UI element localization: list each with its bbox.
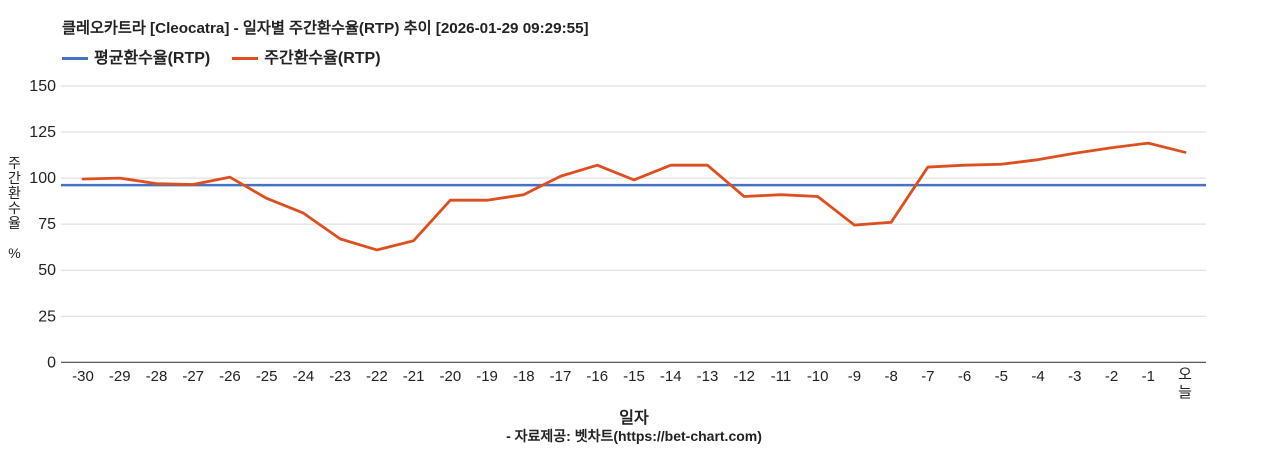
- svg-text:25: 25: [38, 308, 56, 325]
- svg-text:-16: -16: [586, 368, 608, 385]
- svg-text:-8: -8: [884, 368, 897, 385]
- svg-text:100: 100: [29, 170, 56, 187]
- svg-text:-10: -10: [807, 368, 829, 385]
- svg-text:-23: -23: [329, 368, 351, 385]
- svg-text:-20: -20: [439, 368, 461, 385]
- svg-text:-17: -17: [550, 368, 572, 385]
- svg-text:-13: -13: [697, 368, 719, 385]
- svg-text:-28: -28: [146, 368, 168, 385]
- svg-text:-6: -6: [958, 368, 971, 385]
- svg-text:-4: -4: [1031, 368, 1044, 385]
- svg-text:-29: -29: [109, 368, 131, 385]
- svg-text:-11: -11: [771, 368, 792, 385]
- svg-text:-24: -24: [293, 368, 315, 385]
- svg-text:125: 125: [29, 124, 56, 141]
- svg-text:-7: -7: [921, 368, 934, 385]
- svg-text:늘: 늘: [1178, 384, 1192, 401]
- svg-text:75: 75: [38, 216, 56, 233]
- svg-text:-9: -9: [848, 368, 861, 385]
- svg-text:50: 50: [38, 262, 56, 279]
- svg-text:-22: -22: [366, 368, 388, 385]
- svg-text:-18: -18: [513, 368, 535, 385]
- svg-text:-3: -3: [1068, 368, 1081, 385]
- svg-text:-2: -2: [1105, 368, 1118, 385]
- svg-text:-15: -15: [623, 368, 645, 385]
- svg-text:-19: -19: [476, 368, 498, 385]
- svg-text:오: 오: [1178, 366, 1192, 383]
- svg-text:-27: -27: [182, 368, 204, 385]
- svg-text:-30: -30: [72, 368, 94, 385]
- svg-text:-12: -12: [733, 368, 755, 385]
- svg-text:0: 0: [47, 354, 56, 371]
- svg-text:-21: -21: [403, 368, 425, 385]
- svg-text:150: 150: [29, 78, 56, 95]
- svg-text:-14: -14: [660, 368, 682, 385]
- svg-text:-1: -1: [1142, 368, 1155, 385]
- svg-text:-25: -25: [256, 368, 278, 385]
- svg-text:-26: -26: [219, 368, 241, 385]
- svg-text:-5: -5: [995, 368, 1008, 385]
